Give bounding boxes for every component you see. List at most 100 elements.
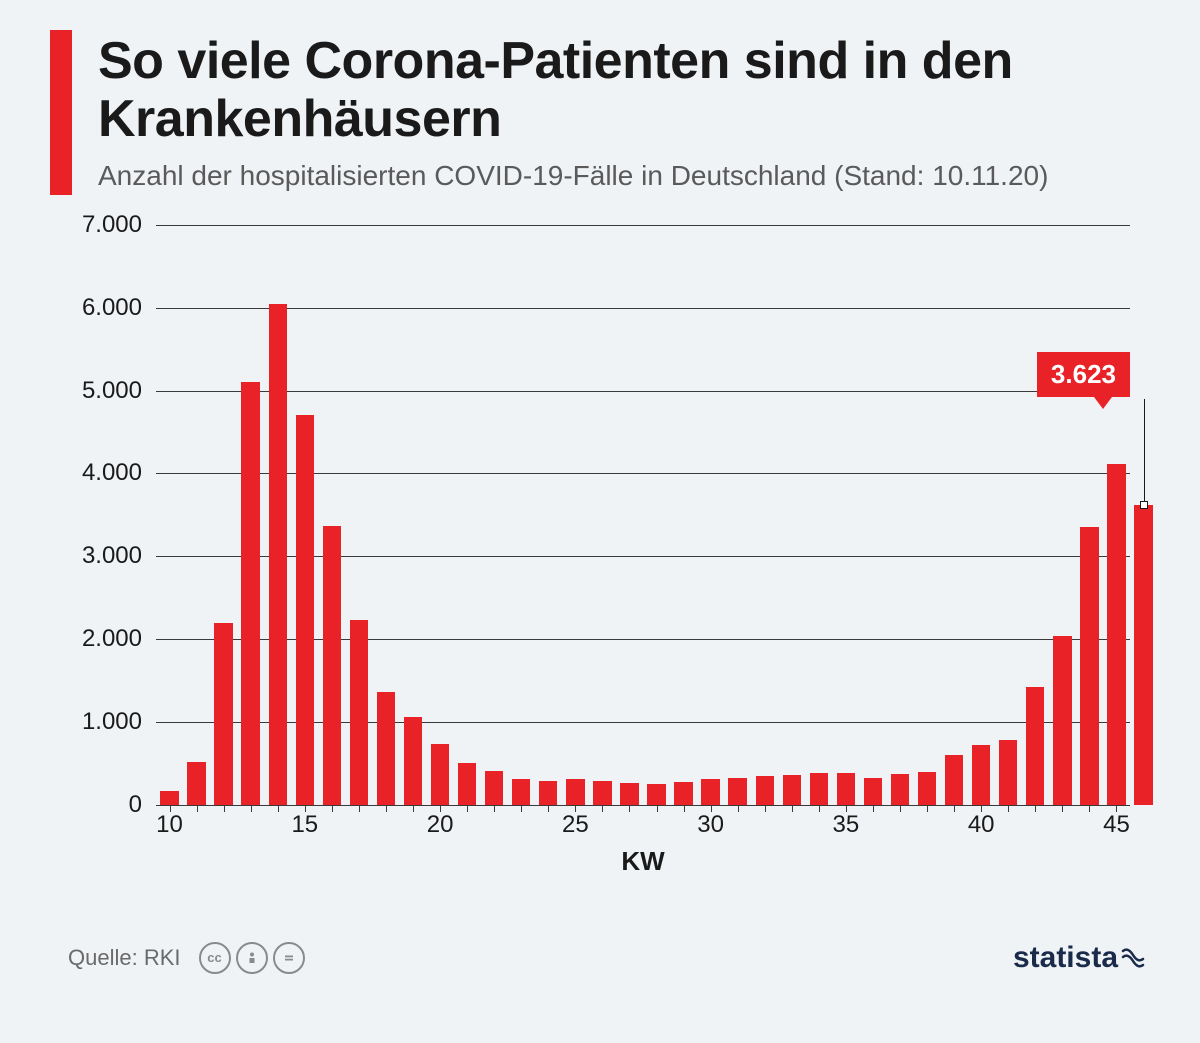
x-tick-mark bbox=[846, 805, 847, 812]
x-axis-label: KW bbox=[621, 846, 664, 877]
bar bbox=[999, 740, 1017, 805]
y-tick-label: 5.000 bbox=[82, 377, 142, 405]
chart-subtitle: Anzahl der hospitalisierten COVID-19-Fäl… bbox=[98, 158, 1150, 194]
bar bbox=[864, 778, 882, 805]
x-tick-mark bbox=[386, 805, 387, 812]
chart-title: So viele Corona-Patienten sind in den Kr… bbox=[98, 32, 1150, 148]
x-tick-mark bbox=[521, 805, 522, 812]
bar bbox=[485, 771, 503, 805]
bar bbox=[674, 782, 692, 805]
grid-line bbox=[156, 391, 1130, 392]
grid-line bbox=[156, 805, 1130, 806]
bar bbox=[837, 773, 855, 804]
bar bbox=[918, 772, 936, 805]
x-tick-mark bbox=[197, 805, 198, 812]
x-tick-mark bbox=[711, 805, 712, 812]
bar bbox=[728, 778, 746, 805]
bar bbox=[377, 692, 395, 805]
x-tick-mark bbox=[278, 805, 279, 812]
x-tick-mark bbox=[738, 805, 739, 812]
x-tick-mark bbox=[494, 805, 495, 812]
x-tick-label: 15 bbox=[291, 811, 318, 839]
cc-nd-icon bbox=[273, 942, 305, 974]
x-tick-label: 35 bbox=[833, 811, 860, 839]
bar bbox=[431, 744, 449, 804]
x-tick-mark bbox=[765, 805, 766, 812]
y-tick-label: 0 bbox=[129, 791, 142, 819]
grid-line bbox=[156, 308, 1130, 309]
statista-wave-icon bbox=[1120, 945, 1146, 971]
bar bbox=[512, 779, 530, 805]
bar bbox=[945, 755, 963, 805]
bar bbox=[214, 623, 232, 805]
bar bbox=[404, 717, 422, 805]
x-tick-label: 25 bbox=[562, 811, 589, 839]
bar bbox=[1053, 636, 1071, 805]
x-tick-mark bbox=[900, 805, 901, 812]
callout-line bbox=[1144, 399, 1145, 505]
bar bbox=[972, 745, 990, 805]
statista-logo: statista bbox=[1013, 941, 1146, 975]
x-tick-mark bbox=[792, 805, 793, 812]
x-tick-label: 45 bbox=[1103, 811, 1130, 839]
y-tick-label: 4.000 bbox=[82, 459, 142, 487]
bar bbox=[566, 779, 584, 805]
bar bbox=[458, 763, 476, 805]
cc-icon: cc bbox=[199, 942, 231, 974]
bar bbox=[187, 762, 205, 805]
x-tick-mark bbox=[981, 805, 982, 812]
source-text: Quelle: RKI bbox=[68, 945, 181, 971]
bar bbox=[701, 779, 719, 805]
bar bbox=[593, 781, 611, 805]
x-tick-mark bbox=[359, 805, 360, 812]
bar-chart: KW 01.0002.0003.0004.0005.0006.0007.0001… bbox=[68, 225, 1150, 885]
x-tick-mark bbox=[251, 805, 252, 812]
x-tick-mark bbox=[1089, 805, 1090, 812]
x-tick-mark bbox=[954, 805, 955, 812]
callout-dot bbox=[1140, 501, 1148, 509]
x-tick-label: 40 bbox=[968, 811, 995, 839]
bar bbox=[810, 773, 828, 804]
bar bbox=[647, 784, 665, 805]
bar bbox=[350, 620, 368, 805]
callout-label: 3.623 bbox=[1037, 352, 1130, 397]
x-tick-mark bbox=[548, 805, 549, 812]
cc-license-icons: cc bbox=[199, 942, 305, 974]
cc-by-icon bbox=[236, 942, 268, 974]
bar bbox=[160, 791, 178, 805]
bar bbox=[269, 304, 287, 805]
x-tick-mark bbox=[1116, 805, 1117, 812]
y-tick-label: 7.000 bbox=[82, 211, 142, 239]
x-tick-label: 20 bbox=[427, 811, 454, 839]
y-tick-label: 1.000 bbox=[82, 708, 142, 736]
bar bbox=[1026, 687, 1044, 805]
x-tick-mark bbox=[819, 805, 820, 812]
x-tick-mark bbox=[575, 805, 576, 812]
x-tick-mark bbox=[467, 805, 468, 812]
x-tick-label: 10 bbox=[156, 811, 183, 839]
x-tick-mark bbox=[873, 805, 874, 812]
x-tick-mark bbox=[1035, 805, 1036, 812]
bar bbox=[756, 776, 774, 805]
bar bbox=[323, 526, 341, 804]
bar bbox=[296, 415, 314, 804]
bar bbox=[1080, 527, 1098, 805]
x-tick-mark bbox=[629, 805, 630, 812]
x-tick-mark bbox=[170, 805, 171, 812]
x-tick-mark bbox=[927, 805, 928, 812]
x-tick-label: 30 bbox=[697, 811, 724, 839]
y-tick-label: 2.000 bbox=[82, 625, 142, 653]
grid-line bbox=[156, 225, 1130, 226]
bar bbox=[241, 382, 259, 805]
x-tick-mark bbox=[602, 805, 603, 812]
x-tick-mark bbox=[305, 805, 306, 812]
bar bbox=[783, 775, 801, 805]
x-tick-mark bbox=[657, 805, 658, 812]
x-tick-mark bbox=[224, 805, 225, 812]
x-tick-mark bbox=[413, 805, 414, 812]
bar bbox=[1134, 505, 1152, 805]
bar bbox=[539, 781, 557, 805]
x-tick-mark bbox=[1062, 805, 1063, 812]
x-tick-mark bbox=[1008, 805, 1009, 812]
y-tick-label: 3.000 bbox=[82, 542, 142, 570]
